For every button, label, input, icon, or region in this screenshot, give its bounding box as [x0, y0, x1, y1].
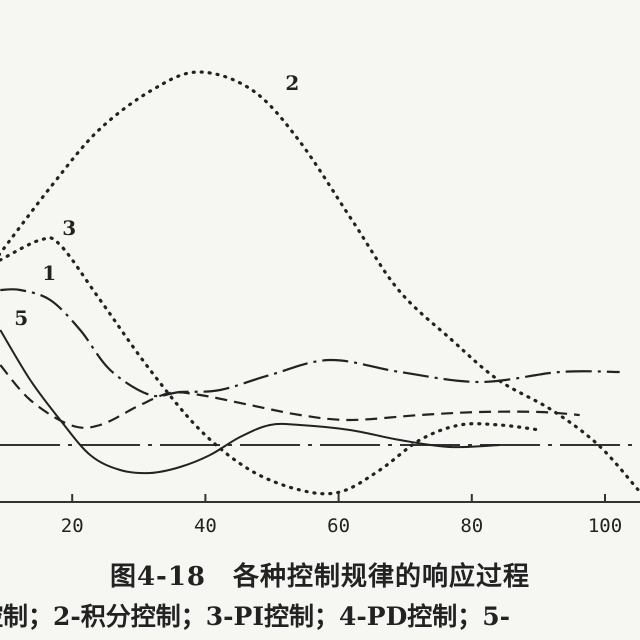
curve-label-5: 5: [14, 306, 28, 330]
x-tick-label: 20: [61, 515, 84, 537]
x-tick-label: 40: [194, 515, 217, 537]
series-3-line: [0, 236, 542, 496]
curve-label-1: 1: [42, 261, 56, 285]
x-tick-label: 100: [588, 515, 622, 537]
series-1-line: [0, 288, 620, 398]
series-2-line: [0, 70, 640, 492]
curve-label-2: 2: [285, 71, 299, 95]
series-4-line: [0, 364, 580, 429]
figure-title: 图4-18 各种控制规律的响应过程: [109, 562, 531, 592]
x-tick-label: 60: [327, 515, 350, 537]
series-5-line: [0, 329, 500, 475]
figure-legend-caption: 控制；2-积分控制；3-PI控制；4-PD控制；5-: [0, 602, 511, 631]
x-tick-label: 80: [460, 515, 483, 537]
curve-label-3: 3: [62, 216, 76, 240]
